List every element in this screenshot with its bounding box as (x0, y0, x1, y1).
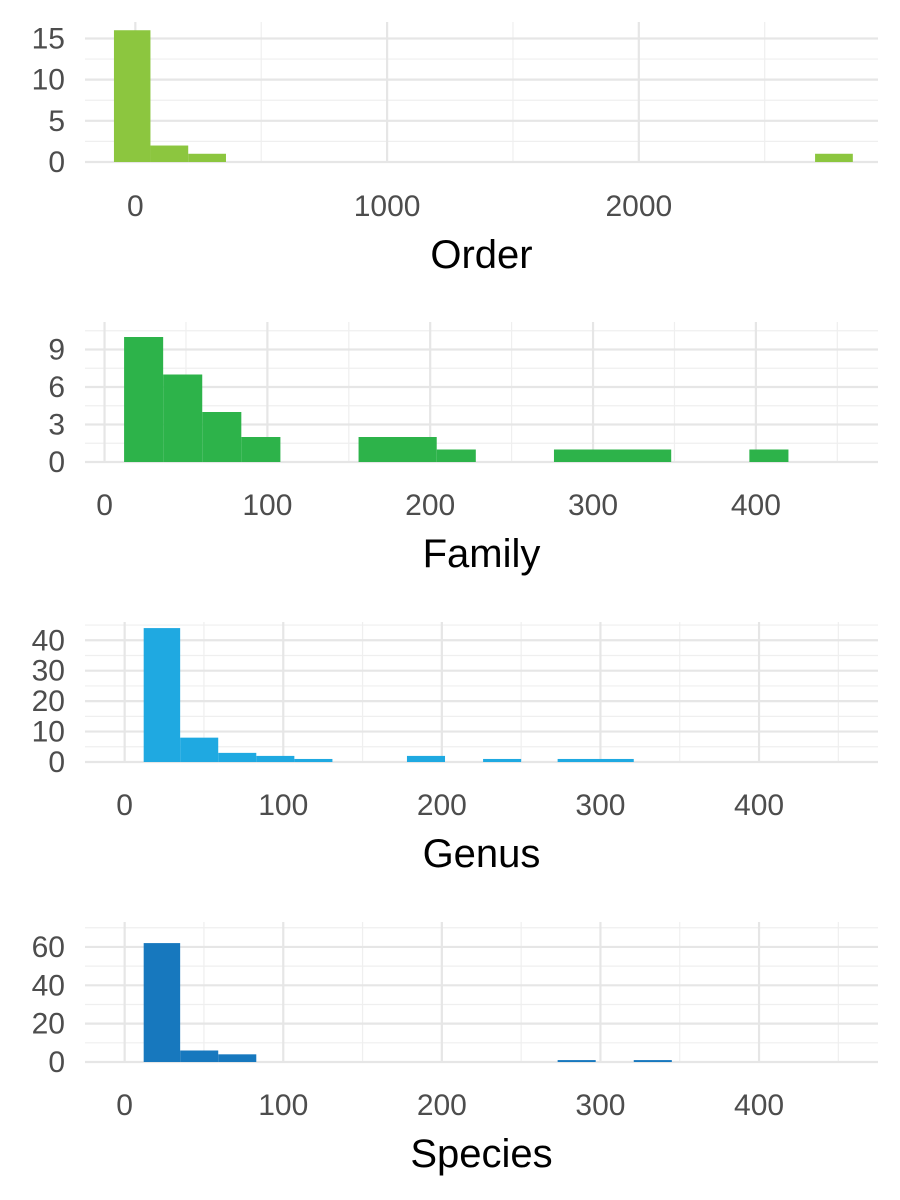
histogram-bar (358, 437, 437, 462)
panel-order: 0 5 10 15 0 1000 2000 Order (32, 22, 878, 277)
histogram-bar (202, 412, 242, 462)
histogram-bar (218, 752, 257, 762)
histogram-bar (553, 449, 672, 462)
x-tick-label: 400 (734, 1089, 784, 1122)
histogram-bar (163, 374, 203, 462)
y-tick-label: 0 (48, 746, 65, 779)
y-tick-label: 40 (32, 969, 65, 1002)
y-tick-label: 9 (48, 334, 65, 367)
histogram-bar (124, 337, 164, 462)
histogram-bar (815, 153, 853, 162)
x-tick-label: 400 (731, 489, 781, 522)
histogram-bar (218, 1054, 257, 1062)
histogram-bar (406, 755, 446, 762)
y-tick-label: 40 (32, 624, 65, 657)
histogram-bar (436, 449, 476, 462)
x-tick-label: 400 (734, 789, 784, 822)
x-axis-title: Species (410, 1132, 552, 1176)
x-axis-title: Order (430, 233, 532, 277)
histogram-bar (113, 30, 151, 163)
x-tick-label: 300 (575, 789, 625, 822)
x-tick-label: 100 (242, 489, 292, 522)
x-tick-label: 100 (258, 789, 308, 822)
y-tick-label: 15 (32, 22, 65, 55)
histogram-bar (294, 758, 333, 762)
x-tick-label: 0 (116, 1089, 133, 1122)
x-tick-label: 200 (417, 789, 467, 822)
x-axis-title: Family (423, 532, 541, 576)
histogram-bar (557, 1060, 596, 1062)
histogram-bar (557, 758, 634, 762)
histogram-bar (749, 449, 789, 462)
histogram-bar (256, 755, 295, 762)
panel-species: 0 20 40 60 0 100 200 300 400 Species (32, 922, 878, 1176)
histogram-bar (150, 145, 189, 162)
y-tick-label: 20 (32, 1008, 65, 1041)
y-tick-label: 5 (48, 105, 65, 138)
y-tick-label: 3 (48, 409, 65, 442)
x-tick-label: 100 (258, 1089, 308, 1122)
histogram-bar (143, 943, 181, 1062)
x-tick-label: 200 (405, 489, 455, 522)
x-axis-title: Genus (423, 832, 541, 876)
y-tick-label: 20 (32, 685, 65, 718)
panel-family: 0 3 6 9 0 100 200 300 400 Family (48, 322, 878, 576)
histogram-bar (180, 737, 219, 762)
x-tick-label: 200 (417, 1089, 467, 1122)
y-tick-label: 0 (48, 446, 65, 479)
y-tick-label: 10 (32, 716, 65, 749)
histogram-bar (633, 1060, 672, 1062)
y-tick-label: 6 (48, 371, 65, 404)
x-tick-label: 300 (568, 489, 618, 522)
y-tick-label: 0 (48, 1046, 65, 1079)
y-tick-label: 30 (32, 655, 65, 688)
y-tick-label: 10 (32, 64, 65, 97)
y-tick-label: 0 (48, 146, 65, 179)
x-tick-label: 2000 (605, 190, 672, 223)
x-tick-label: 1000 (354, 190, 421, 223)
x-tick-label: 0 (127, 190, 144, 223)
histogram-bar (483, 758, 522, 762)
histogram-bar (180, 1050, 219, 1062)
x-tick-label: 300 (575, 1089, 625, 1122)
x-tick-label: 0 (116, 789, 133, 822)
histogram-bar (143, 628, 181, 762)
histogram-bar (188, 153, 226, 162)
y-tick-label: 60 (32, 931, 65, 964)
histogram-bar (241, 437, 281, 462)
x-tick-label: 0 (96, 489, 113, 522)
